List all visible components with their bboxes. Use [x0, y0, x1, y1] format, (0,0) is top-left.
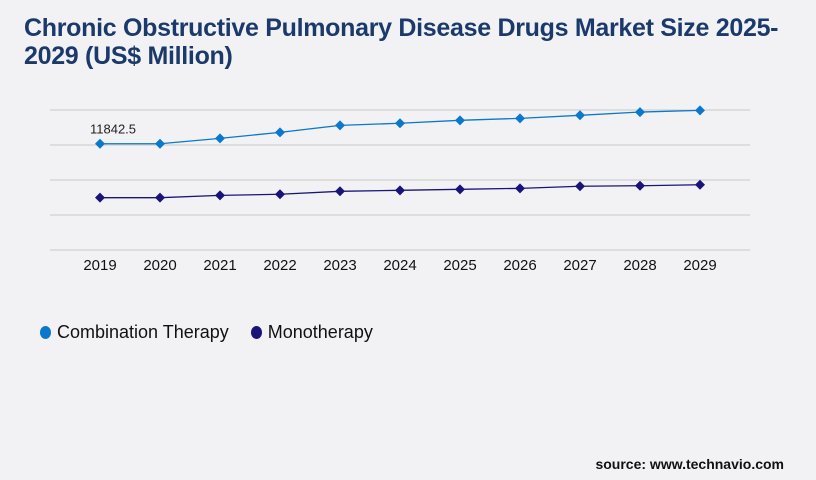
legend-label: Combination Therapy [57, 322, 229, 342]
data-point [335, 120, 345, 131]
x-tick-label: 2029 [683, 257, 716, 274]
data-point [395, 185, 405, 196]
x-tick-label: 2020 [143, 257, 176, 274]
data-point [155, 192, 165, 203]
data-point [575, 110, 585, 121]
data-point [95, 138, 105, 149]
legend-marker-icon [250, 326, 262, 339]
legend-marker-icon [40, 326, 51, 339]
data-point [395, 118, 405, 129]
data-label: 11842.5 [90, 122, 136, 137]
data-point [695, 105, 705, 116]
data-point [515, 113, 525, 124]
legend: Combination Therapy Monotherapy [40, 322, 373, 343]
x-tick-label: 2026 [503, 257, 536, 274]
data-point [215, 190, 225, 201]
data-point [275, 189, 285, 200]
x-tick-label: 2021 [203, 257, 236, 274]
chart-title: Chronic Obstructive Pulmonary Disease Dr… [24, 14, 779, 70]
x-tick-label: 2028 [623, 257, 656, 274]
data-point [155, 138, 165, 149]
data-point [95, 192, 105, 203]
x-tick-label: 2025 [443, 257, 476, 274]
data-point [455, 115, 465, 126]
data-point [515, 183, 525, 194]
data-point [635, 107, 645, 118]
legend-item-monotherapy[interactable]: Monotherapy [250, 322, 373, 343]
source-text: source: www.technavio.com [595, 456, 784, 472]
data-point [635, 180, 645, 191]
data-point [275, 127, 285, 138]
data-point [575, 181, 585, 192]
line-chart: 2019 2020 2021 2022 2023 2024 2025 2026 2027 2028… [50, 105, 750, 274]
data-point [215, 133, 225, 144]
x-tick-label: 2022 [263, 257, 296, 274]
x-tick-label: 2019 [83, 257, 116, 274]
x-tick-label: 2024 [383, 257, 416, 274]
data-point [695, 179, 705, 190]
data-point [335, 186, 345, 197]
legend-label: Monotherapy [267, 322, 373, 342]
x-tick-label: 2027 [563, 257, 596, 274]
x-tick-label: 2023 [323, 257, 356, 274]
data-point [455, 184, 465, 195]
legend-item-combination-therapy[interactable]: Combination Therapy [40, 322, 229, 343]
